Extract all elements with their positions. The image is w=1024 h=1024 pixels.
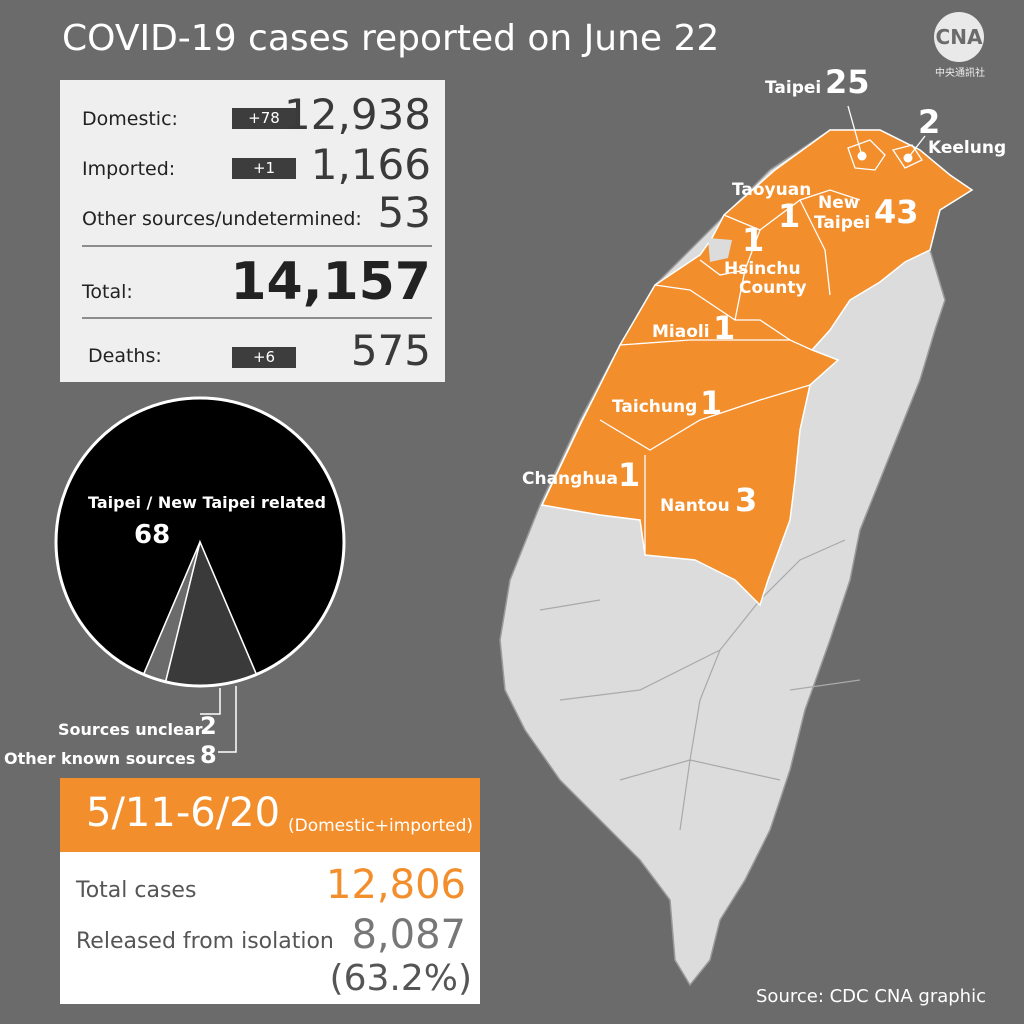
city-name-nantou: Nantou: [660, 496, 730, 516]
other-sources-pie-value: 8: [200, 741, 217, 769]
city-name-keelung: Keelung: [928, 138, 1007, 158]
unclear-value: 2: [200, 712, 217, 740]
cna-logo-icon: CNA 中央通訊社: [920, 12, 1000, 80]
total-label: Total:: [82, 281, 133, 303]
taipei-leader-line: [847, 105, 863, 157]
deaths-value: 575: [350, 326, 431, 375]
released-value: 8,087: [351, 912, 466, 958]
total-value: 14,157: [230, 252, 431, 312]
city-count-taichung: 1: [700, 384, 723, 422]
city-count-changhua: 1: [618, 456, 641, 494]
hsinchu-city-shape: [708, 238, 732, 262]
pie-slices: [55, 397, 345, 687]
other-sources-pie-label: Other known sources: [4, 749, 196, 768]
period-summary-panel: 5/11-6/20 (Domestic+imported) Total case…: [60, 778, 480, 1004]
county-boundaries: [539, 539, 861, 831]
page-title: COVID-19 cases reported on June 22: [62, 18, 720, 59]
pie-outline: [54, 396, 346, 688]
city-count-miaoli: 1: [713, 309, 736, 347]
period-range: 5/11-6/20: [86, 790, 281, 836]
city-name-taipei: Taipei: [765, 78, 822, 98]
imported-value: 1,166: [310, 140, 431, 189]
divider: [82, 245, 432, 247]
city-name-miaoli: Miaoli: [652, 322, 710, 342]
city-count-hsinchu-county: 1: [742, 221, 765, 259]
period-note: (Domestic+imported): [288, 816, 473, 836]
other-sources-label: Other sources/undetermined:: [82, 208, 362, 230]
unclear-leader-line: [200, 688, 221, 715]
period-header: 5/11-6/20 (Domestic+imported): [60, 778, 480, 852]
city-count-new-taipei: 43: [874, 193, 919, 231]
keelung-leader-line: [907, 135, 926, 159]
taiwan-map: [499, 105, 974, 987]
taipei-outline: [847, 139, 886, 171]
imported-label: Imported:: [82, 158, 176, 180]
divider: [82, 317, 432, 319]
source-pie-chart: [54, 396, 346, 753]
city-name-taoyuan: Taoyuan: [732, 180, 812, 200]
unclear-label: Sources unclear: [58, 720, 203, 739]
case-stats-panel: Domestic: +78 12,938 Imported: +1 1,166 …: [60, 80, 445, 382]
keelung-outline: [891, 144, 923, 169]
city-count-nantou: 3: [735, 481, 758, 519]
city-name-new-taipei-line2: Taipei: [814, 213, 871, 233]
city-count-taoyuan: 1: [778, 197, 801, 235]
domestic-change-badge: +78: [232, 108, 296, 129]
imported-change-badge: +1: [232, 158, 296, 179]
city-name-new-taipei-line1: New: [818, 193, 860, 213]
total-cases-label: Total cases: [76, 878, 197, 903]
released-label: Released from isolation: [76, 929, 334, 954]
cna-logo-mark: CNA: [934, 12, 984, 62]
city-name-hsinchu-line2: County: [739, 278, 807, 298]
cna-logo-subtext: 中央通訊社: [935, 68, 985, 79]
domestic-value: 12,938: [284, 90, 431, 139]
source-credit: Source: CDC CNA graphic: [756, 986, 986, 1007]
city-name-changhua: Changhua: [522, 469, 618, 489]
released-percentage: (63.2%): [329, 958, 472, 999]
deaths-change-badge: +6: [232, 347, 296, 368]
city-count-keelung: 2: [918, 103, 941, 141]
domestic-label: Domestic:: [82, 108, 178, 130]
deaths-label: Deaths:: [88, 345, 162, 367]
city-count-taipei: 25: [825, 63, 870, 101]
other-leader-line: [218, 686, 237, 753]
affected-region-shape: [540, 129, 974, 607]
pie-main-label: Taipei / New Taipei related: [88, 493, 326, 512]
city-name-taichung: Taichung: [612, 397, 698, 417]
total-cases-value: 12,806: [326, 862, 466, 908]
other-sources-value: 53: [377, 188, 431, 237]
pie-main-value: 68: [134, 520, 171, 550]
affected-county-boundaries: [599, 189, 861, 555]
city-name-hsinchu-line1: Hsinchu: [724, 259, 801, 279]
